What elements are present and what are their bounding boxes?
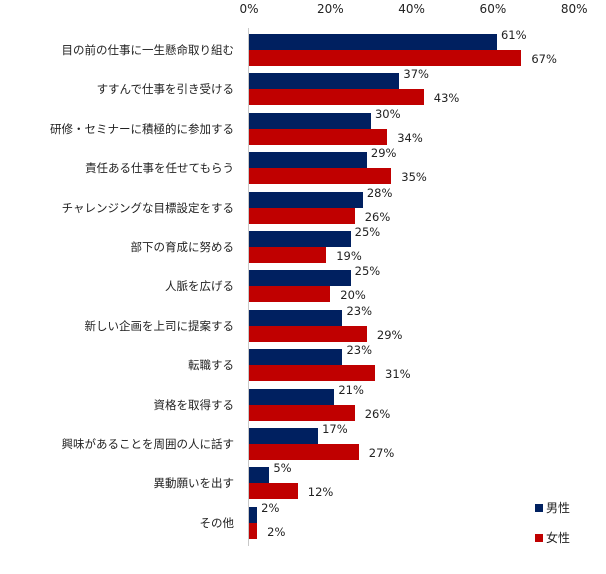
value-label: 67% (531, 52, 557, 66)
value-label: 25% (354, 264, 381, 279)
value-label: 19% (336, 249, 362, 263)
x-tick-label: 40% (398, 2, 425, 16)
value-label: 17% (322, 422, 348, 436)
category-label: 異動願いを出す (153, 476, 235, 491)
category-label: 転職する (188, 358, 234, 373)
value-label: 28% (366, 185, 393, 200)
x-tick-label: 60% (479, 2, 507, 16)
legend-item: 女性 (535, 529, 570, 546)
bar-male (249, 73, 400, 90)
bar-female (249, 444, 359, 460)
value-label: 31% (385, 367, 411, 382)
value-label: 25% (354, 225, 381, 239)
value-label: 30% (374, 106, 401, 121)
value-label: 34% (397, 130, 423, 145)
bar-male (249, 191, 363, 208)
category-label: 人脈を広げる (165, 279, 234, 294)
category-label: 部下の育成に努める (130, 240, 235, 254)
bar-male (249, 506, 258, 523)
x-tick-label: 0% (239, 2, 259, 16)
category-label: すすんで仕事を引き受ける (96, 82, 234, 97)
x-tick-label: 20% (316, 2, 344, 16)
bar-female (249, 286, 331, 303)
value-label: 29% (376, 327, 403, 342)
value-label: 23% (346, 343, 373, 358)
category-label: 責任ある仕事を任せてもらう (85, 161, 234, 176)
value-label: 27% (368, 446, 395, 460)
value-label: 61% (500, 28, 527, 42)
bar-male (249, 349, 343, 366)
bar-female (249, 404, 355, 421)
value-label: 23% (346, 303, 373, 318)
bar-male (249, 34, 497, 50)
bar-male (249, 388, 335, 405)
bar-female (249, 89, 424, 106)
value-label: 35% (401, 170, 427, 185)
category-label: 興味があることを周囲の人に話す (61, 437, 235, 451)
category-label: 研修・セミナーに積極的に参加する (50, 121, 234, 136)
category-label: その他 (199, 515, 235, 530)
bar-male (249, 152, 367, 169)
bar-female (249, 522, 258, 539)
value-label: 2% (267, 524, 286, 539)
legend-item: 男性 (535, 499, 570, 516)
bar-female (249, 483, 298, 500)
bar-male (249, 467, 270, 484)
bar-female (249, 207, 355, 224)
category-label: 目の前の仕事に一生懸命取り組む (61, 43, 235, 57)
bar-male (249, 309, 343, 326)
bar-male (249, 270, 351, 287)
value-label: 26% (364, 209, 391, 224)
value-label: 26% (364, 406, 391, 421)
bar-female (249, 128, 388, 145)
bar-female (249, 365, 375, 382)
bar-female (249, 325, 367, 342)
value-label: 21% (338, 382, 364, 397)
category-label: 新しい企画を上司に提案する (84, 318, 235, 333)
value-label: 20% (340, 288, 366, 303)
bar-male (249, 112, 371, 129)
bar-female (249, 247, 327, 263)
legend-label: 男性 (546, 501, 571, 515)
y-axis-line (248, 28, 249, 546)
legend-swatch-icon (535, 503, 543, 512)
value-label: 5% (273, 461, 292, 476)
bar-female (249, 50, 522, 66)
bar-male (249, 428, 319, 444)
value-label: 12% (307, 485, 334, 500)
bar-male (249, 231, 351, 247)
legend-swatch-icon (535, 533, 543, 542)
category-label: チャレンジングな目標設定をする (61, 200, 234, 215)
value-label: 2% (261, 500, 280, 515)
bar-female (249, 168, 392, 185)
x-tick-label: 80% (560, 2, 588, 16)
value-label: 43% (433, 91, 460, 106)
value-label: 29% (370, 146, 397, 161)
category-label: 資格を取得する (153, 397, 235, 412)
legend-label: 女性 (546, 531, 571, 545)
value-label: 37% (403, 67, 429, 82)
